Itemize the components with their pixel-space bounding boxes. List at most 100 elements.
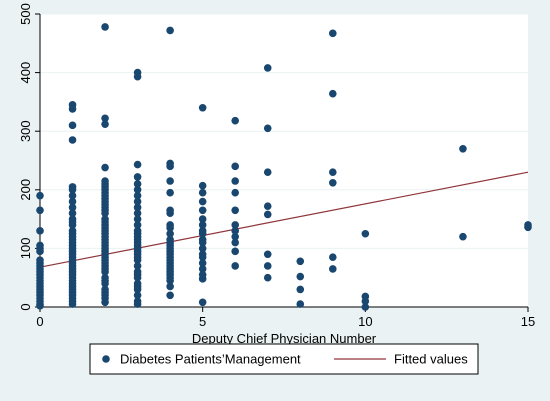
scatter-point (231, 177, 239, 185)
scatter-point (231, 227, 239, 235)
y-tick-label: 500 (18, 3, 33, 25)
scatter-point (263, 168, 272, 177)
scatter-point (166, 162, 174, 171)
scatter-point (133, 285, 142, 294)
scatter-point (166, 177, 174, 185)
scatter-point (166, 26, 174, 35)
scatter-point (296, 300, 305, 308)
scatter-point (101, 114, 109, 123)
scatter-point (166, 224, 174, 232)
legend-label-scatter: Diabetes Patients’Management (120, 352, 301, 367)
scatter-point (231, 238, 239, 247)
scatter-point (263, 64, 272, 72)
scatter-point (231, 116, 239, 125)
scatter-point (68, 105, 77, 113)
scatter-point (198, 298, 207, 307)
x-tick-label: 15 (521, 314, 535, 329)
scatter-point (524, 223, 532, 232)
scatter-point (133, 215, 142, 223)
scatter-point (101, 120, 109, 128)
scatter-point (133, 300, 142, 308)
x-tick-label: 0 (36, 314, 43, 329)
scatter-point (68, 191, 77, 200)
scatter-point (263, 262, 272, 270)
scatter-point (263, 124, 272, 133)
scatter-point (198, 275, 207, 283)
scatter-point (329, 29, 337, 38)
scatter-point (133, 72, 142, 81)
scatter-point (36, 227, 44, 235)
scatter-point (198, 206, 207, 215)
scatter-point (166, 188, 174, 197)
scatter-point (133, 209, 142, 218)
x-axis: 0 5 10 15 (36, 306, 535, 329)
scatter-point (329, 253, 337, 261)
y-tick-label: 200 (18, 179, 33, 201)
scatter-point (198, 197, 207, 206)
scatter-point (133, 273, 142, 282)
x-tick-label: 10 (358, 314, 372, 329)
scatter-point (101, 298, 109, 307)
scatter-point (68, 186, 77, 194)
y-tick-label: 400 (18, 62, 33, 84)
legend-box (89, 343, 479, 375)
scatter-point (101, 279, 109, 288)
scatter-point (68, 221, 77, 229)
scatter-point (101, 163, 109, 172)
scatter-point (101, 209, 109, 218)
scatter-point (101, 23, 109, 31)
scatter-point (68, 136, 77, 144)
scatter-point (101, 268, 109, 276)
scatter-point (263, 250, 272, 259)
scatter-point (133, 191, 142, 200)
scatter-point (296, 285, 305, 294)
scatter-point (133, 160, 142, 169)
y-tick-label: 300 (18, 120, 33, 142)
scatter-point (133, 262, 142, 270)
scatter-point (36, 191, 44, 200)
scatter-point (198, 188, 207, 197)
scatter-point (329, 89, 337, 98)
scatter-point (166, 209, 174, 218)
scatter-point (166, 291, 174, 300)
scatter-point (133, 291, 142, 300)
scatter-point (231, 232, 239, 241)
scatter-point (198, 265, 207, 273)
scatter-point (361, 297, 370, 305)
scatter-point (198, 259, 207, 267)
scatter-point (459, 232, 467, 241)
scatter-point (198, 253, 207, 261)
scatter-point (361, 229, 370, 238)
y-tick-label: 100 (18, 238, 33, 260)
scatter-point (361, 303, 370, 311)
scatter-point (68, 203, 77, 212)
scatter-point (133, 221, 142, 229)
scatter-point (231, 206, 239, 215)
scatter-point (329, 168, 337, 177)
fitted-line (39, 171, 529, 268)
scatter-point (166, 276, 174, 285)
scatter-point (198, 229, 207, 238)
scatter-point (198, 215, 207, 223)
scatter-point (36, 302, 44, 310)
scatter-point (329, 178, 337, 187)
scatter-point (133, 197, 142, 206)
plot-area (40, 14, 528, 307)
scatter-point (263, 202, 272, 211)
scatter-point (459, 144, 467, 153)
scatter-point (198, 181, 207, 190)
scatter-point (133, 173, 142, 181)
y-tick-label: 0 (18, 303, 33, 310)
scatter-point (231, 247, 239, 256)
scatter-point (133, 180, 142, 188)
scatter-point (133, 203, 142, 212)
scatter-point (68, 300, 77, 308)
legend-label-fitted: Fitted values (394, 352, 468, 367)
x-tick-label: 5 (199, 314, 206, 329)
scatter-point (198, 244, 207, 253)
scatter-point (198, 221, 207, 229)
scatter-point (198, 103, 207, 112)
scatter-point (166, 229, 174, 238)
scatter-point (263, 210, 272, 219)
